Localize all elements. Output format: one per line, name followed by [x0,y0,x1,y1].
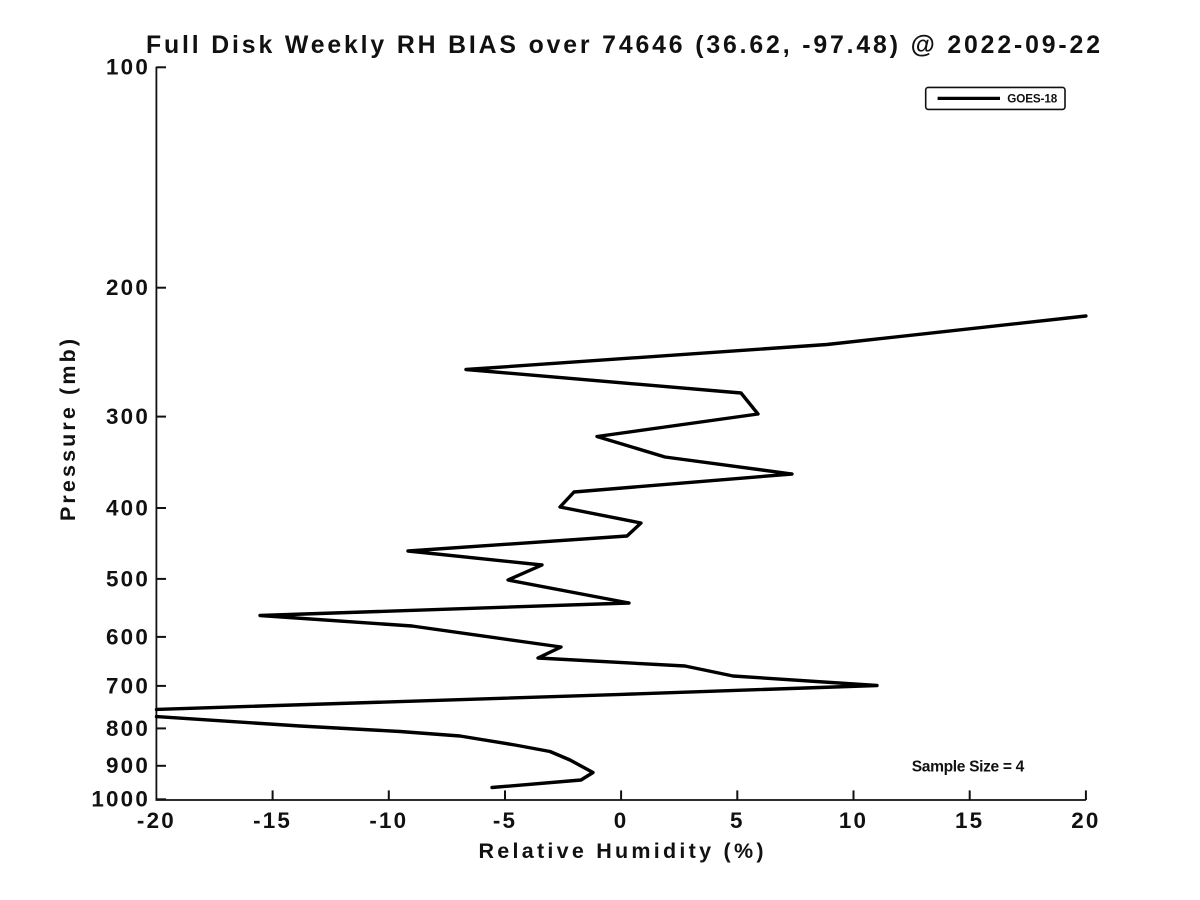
svg-text:20: 20 [1071,808,1100,833]
svg-text:700: 700 [106,673,150,698]
svg-text:-10: -10 [369,808,408,833]
svg-text:0: 0 [614,808,629,833]
svg-text:GOES-18: GOES-18 [1007,93,1057,106]
svg-text:-5: -5 [493,808,517,833]
svg-text:5: 5 [730,808,745,833]
svg-text:800: 800 [106,716,150,741]
svg-text:Full Disk Weekly RH BIAS over: Full Disk Weekly RH BIAS over 74646 (36.… [146,32,1100,59]
svg-text:10: 10 [839,808,868,833]
svg-text:1000: 1000 [91,787,150,812]
svg-text:-20: -20 [137,808,176,833]
svg-text:Relative Humidity (%): Relative Humidity (%) [479,839,764,863]
svg-text:15: 15 [955,808,984,833]
svg-text:900: 900 [106,753,150,778]
svg-text:500: 500 [106,566,150,591]
svg-text:Sample Size = 4: Sample Size = 4 [912,759,1025,776]
svg-text:400: 400 [106,495,150,520]
svg-text:100: 100 [106,55,150,80]
svg-text:-15: -15 [253,808,292,833]
svg-text:300: 300 [106,404,150,429]
svg-text:600: 600 [106,624,150,649]
svg-text:Pressure (mb): Pressure (mb) [56,339,80,521]
svg-text:200: 200 [106,275,150,300]
